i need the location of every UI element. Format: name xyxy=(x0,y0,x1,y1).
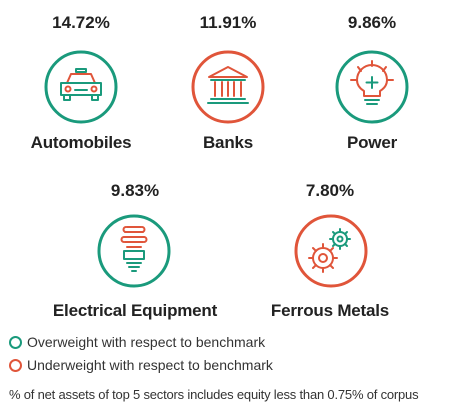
banks-label: Banks xyxy=(202,133,254,152)
legend-underweight-label: Underweight with respect to benchmark xyxy=(27,357,273,373)
electrical-equipment-ring xyxy=(96,213,172,289)
automobiles-ring xyxy=(43,49,119,125)
power-value: 9.86% xyxy=(347,13,397,32)
gears-icon xyxy=(308,228,351,273)
banks-value: 11.91% xyxy=(199,13,257,32)
ferrous-metals-label: Ferrous Metals xyxy=(270,301,390,320)
underweight-swatch xyxy=(9,358,22,372)
overweight-swatch xyxy=(9,335,22,349)
ferrous-metals-value: 7.80% xyxy=(305,181,355,200)
electrical-equipment-value: 9.83% xyxy=(110,181,160,200)
cfl-bulb-icon xyxy=(120,226,148,272)
bank-building-icon xyxy=(207,66,249,104)
legend-underweight: Underweight with respect to benchmark xyxy=(9,357,273,373)
electrical-equipment-label: Electrical Equipment xyxy=(52,301,218,320)
car-icon xyxy=(60,68,102,101)
footnote: % of net assets of top 5 sectors include… xyxy=(9,387,419,402)
light-bulb-icon xyxy=(350,60,394,105)
power-label: Power xyxy=(346,133,398,152)
power-ring xyxy=(334,49,410,125)
legend-overweight-label: Overweight with respect to benchmark xyxy=(27,334,266,350)
automobiles-value: 14.72% xyxy=(52,13,110,32)
automobiles-label: Automobiles xyxy=(30,133,132,152)
ferrous-metals-ring xyxy=(293,213,369,289)
legend-overweight: Overweight with respect to benchmark xyxy=(9,334,265,350)
banks-ring xyxy=(190,49,266,125)
